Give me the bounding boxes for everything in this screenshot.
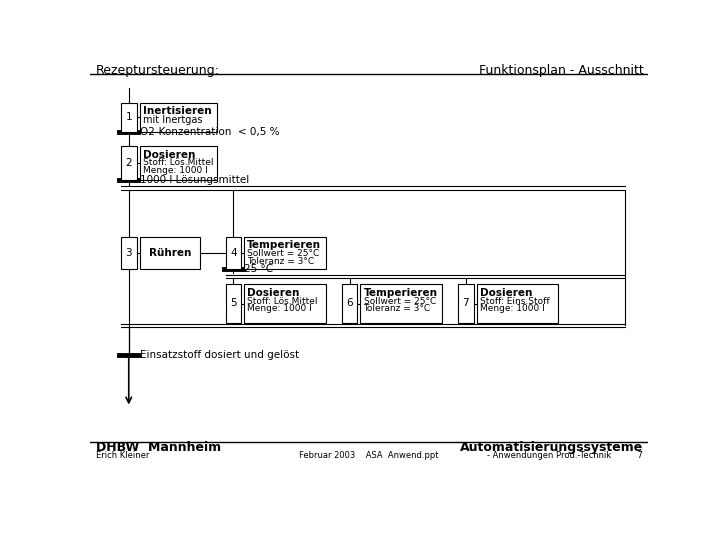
Text: Stoff: Lös.Mittel: Stoff: Lös.Mittel: [143, 158, 213, 167]
Text: Stoff: Lös.Mittel: Stoff: Lös.Mittel: [248, 296, 318, 306]
Text: 6: 6: [346, 299, 353, 308]
Text: 25 °C: 25 °C: [244, 264, 274, 274]
Text: mit Inertgas: mit Inertgas: [143, 115, 202, 125]
Bar: [458, 284, 474, 323]
Bar: [121, 103, 137, 132]
Text: - Anwendungen Prod.-Technik          7: - Anwendungen Prod.-Technik 7: [487, 451, 644, 461]
Text: 2: 2: [125, 158, 132, 168]
Text: 4: 4: [230, 248, 237, 258]
Text: O2-Konzentration  < 0,5 %: O2-Konzentration < 0,5 %: [140, 127, 279, 137]
Text: 1: 1: [125, 112, 132, 122]
Text: Rühren: Rühren: [148, 248, 191, 258]
Text: Temperieren: Temperieren: [364, 288, 438, 298]
Text: Dosieren: Dosieren: [143, 150, 195, 159]
Bar: [140, 237, 200, 269]
Bar: [342, 284, 357, 323]
Text: Menge: 1000 l: Menge: 1000 l: [480, 304, 544, 313]
Bar: [244, 284, 325, 323]
Bar: [225, 284, 241, 323]
Text: 3: 3: [125, 248, 132, 258]
Bar: [225, 237, 241, 269]
Text: Einsatzstoff dosiert und gelöst: Einsatzstoff dosiert und gelöst: [140, 350, 299, 360]
Text: Toleranz = 3°C: Toleranz = 3°C: [364, 304, 431, 313]
Bar: [121, 146, 137, 180]
Text: Sollwert = 25°C: Sollwert = 25°C: [248, 249, 320, 258]
Text: Toleranz = 3°C: Toleranz = 3°C: [248, 256, 315, 266]
Text: Februar 2003    ASA  Anwend.ppt: Februar 2003 ASA Anwend.ppt: [300, 451, 438, 461]
Text: Dosieren: Dosieren: [248, 288, 300, 298]
Text: 7: 7: [462, 299, 469, 308]
Text: 5: 5: [230, 299, 237, 308]
Text: Sollwert = 25°C: Sollwert = 25°C: [364, 296, 436, 306]
Text: Dosieren: Dosieren: [480, 288, 532, 298]
Text: Temperieren: Temperieren: [248, 240, 321, 251]
Text: Erich Kleiner: Erich Kleiner: [96, 451, 150, 461]
Text: 1000 l Lösungsmittel: 1000 l Lösungsmittel: [140, 176, 249, 185]
Text: Menge: 1000 l: Menge: 1000 l: [143, 166, 207, 174]
Text: Stoff: Eins.Stoff: Stoff: Eins.Stoff: [480, 296, 549, 306]
Text: Menge: 1000 l: Menge: 1000 l: [248, 304, 312, 313]
Text: Automatisierungssysteme: Automatisierungssysteme: [460, 441, 644, 454]
Text: Inertisieren: Inertisieren: [143, 106, 212, 117]
Text: DHBW  Mannheim: DHBW Mannheim: [96, 441, 221, 454]
Bar: [477, 284, 558, 323]
Bar: [121, 237, 137, 269]
Bar: [140, 146, 217, 180]
Text: Rezeptursteuerung:: Rezeptursteuerung:: [96, 64, 220, 77]
Bar: [244, 237, 325, 269]
Bar: [140, 103, 217, 132]
Text: Funktionsplan - Ausschnitt: Funktionsplan - Ausschnitt: [479, 64, 644, 77]
Bar: [361, 284, 442, 323]
